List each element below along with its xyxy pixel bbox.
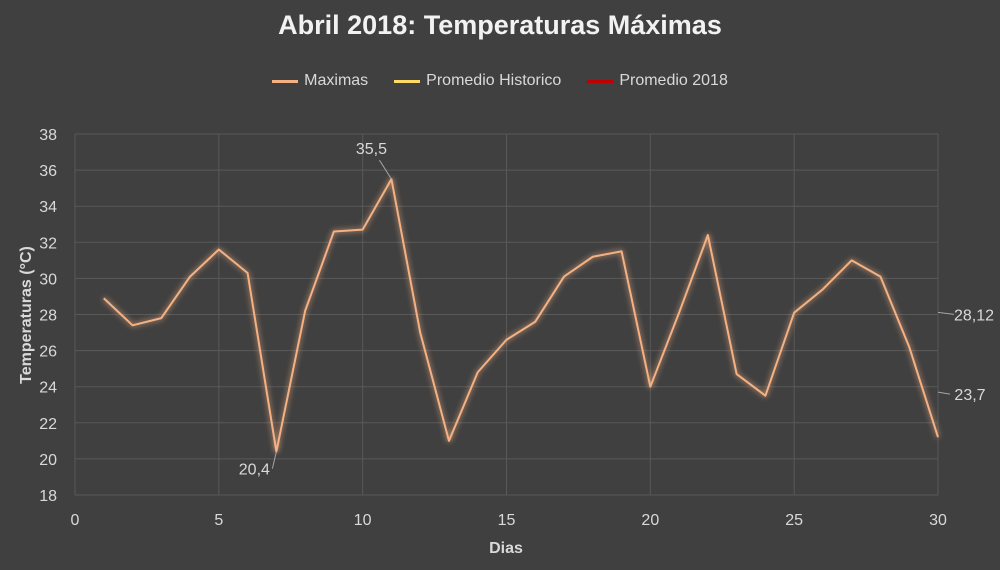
legend-item-maximas: Maximas [272,72,368,90]
chart-legend: Maximas Promedio Historico Promedio 2018 [0,72,1000,90]
legend-label-maximas: Maximas [304,72,369,89]
annotation-leader [271,451,277,469]
grid [74,133,939,496]
annotations: 35,5 20,4 28,12 23,7 [239,141,994,479]
y-tick-label: 26 [39,344,57,361]
legend-swatch-maximas [272,79,299,83]
y-axis-label: Temperaturas (°C) [18,246,35,384]
y-tick-label: 34 [39,199,57,216]
legend-item-promedio-2018: Promedio 2018 [587,72,728,90]
legend-item-promedio-historico: Promedio Historico [394,72,561,90]
y-tick-label: 20 [39,452,57,469]
legend-label-promedio-historico: Promedio Historico [426,72,562,89]
annotation-leader [937,391,951,395]
legend-swatch-promedio-2018 [587,79,614,83]
x-axis-label: Dias [489,540,523,557]
annotation-leader [379,159,392,180]
x-tick-label: 0 [71,512,80,529]
x-tick-label: 25 [785,512,803,529]
legend-swatch-promedio-historico [394,79,421,83]
data-label: 35,5 [356,141,387,158]
data-label: 23,7 [954,387,985,404]
data-label: 28,12 [954,307,994,324]
series-group [103,178,939,453]
y-tick-label: 38 [39,127,57,144]
x-tick-label: 5 [214,512,223,529]
x-tick-label: 15 [498,512,516,529]
chart-title: Abril 2018: Temperaturas Máximas [278,10,722,40]
data-label: 20,4 [239,462,270,479]
y-tick-label: 24 [39,380,57,397]
x-tick-label: 10 [354,512,372,529]
y-tick-label: 18 [39,488,57,505]
annotation-leader [937,311,955,315]
y-tick-label: 32 [39,235,57,252]
series-line-maximas [103,178,939,453]
y-tick-label: 30 [39,271,57,288]
x-tick-label: 20 [641,512,659,529]
y-tick-label: 22 [39,416,57,433]
y-tick-label: 36 [39,163,57,180]
axes: 18 20 22 24 26 28 30 32 34 36 38 0 5 10 15 20 25 30 [39,127,947,529]
x-tick-label: 30 [929,512,947,529]
legend-label-promedio-2018: Promedio 2018 [619,72,728,89]
y-tick-label: 28 [39,308,57,325]
